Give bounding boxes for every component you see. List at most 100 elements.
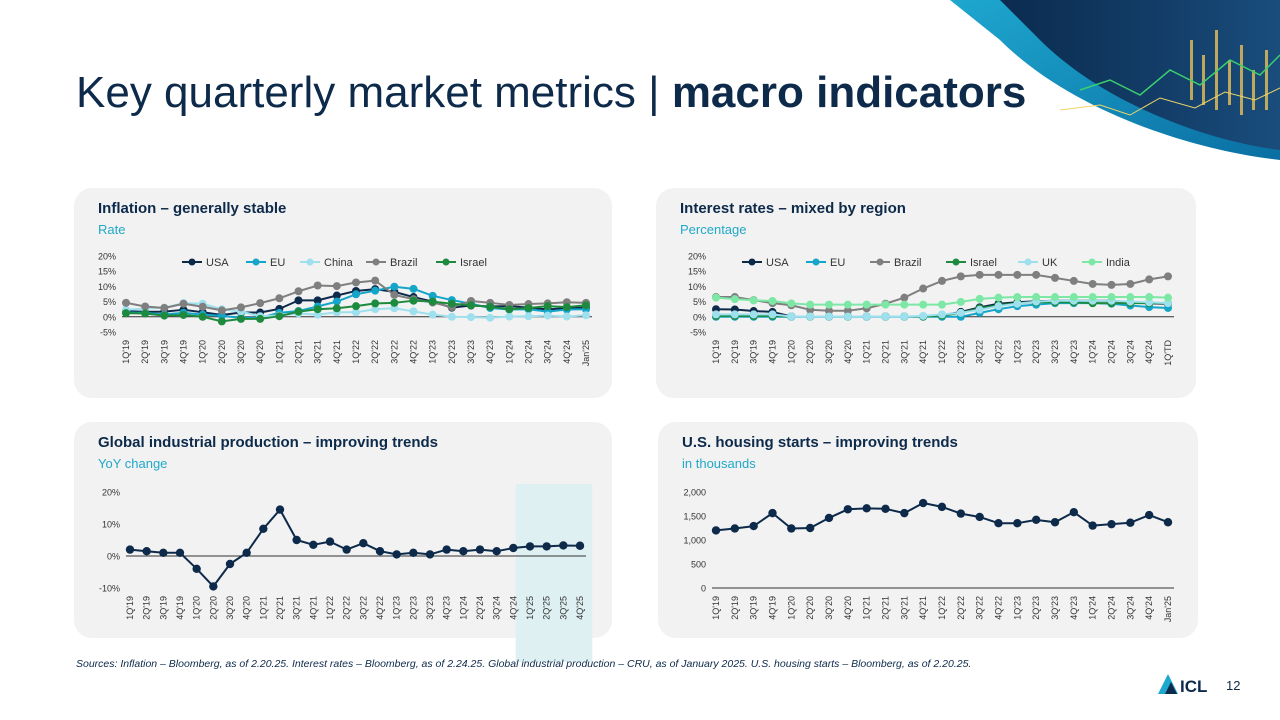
data-point — [198, 302, 207, 311]
data-point — [956, 509, 966, 518]
data-point — [352, 290, 360, 299]
data-point — [805, 523, 815, 533]
data-point — [825, 300, 833, 309]
x-tick-label: 3Q'24 — [492, 596, 502, 620]
y-tick-label: 10% — [688, 282, 706, 292]
data-point — [217, 317, 226, 326]
y-tick-label: -5% — [690, 328, 706, 338]
data-point — [787, 312, 796, 321]
data-point — [1013, 519, 1022, 528]
x-tick-label: 2Q'24 — [475, 596, 485, 620]
y-tick-label: 2,000 — [683, 488, 706, 498]
data-point — [1164, 293, 1172, 302]
data-point — [768, 296, 777, 305]
x-tick-label: 3Q'21 — [899, 340, 909, 364]
y-tick-label: -5% — [100, 328, 116, 338]
x-tick-label: 3Q'19 — [749, 596, 759, 620]
x-tick-label: 4Q'24 — [1144, 596, 1154, 620]
x-tick-label: 1Q'23 — [392, 596, 402, 620]
series-brazil — [122, 276, 590, 315]
housing-starts-panel: U.S. housing starts – improving trends i… — [658, 422, 1198, 638]
x-tick-label: 2Q'23 — [408, 596, 418, 620]
x-tick-label: 3Q'20 — [824, 596, 834, 620]
data-point — [582, 311, 590, 320]
x-tick-label: 1Q'22 — [937, 596, 947, 620]
housing-starts-chart: 2,000 1,500 1,000 500 0 1Q'19 2Q'19 3Q'19 4Q'19 1… — [683, 488, 1174, 622]
legend-item: Brazil — [870, 257, 922, 269]
legend-item: EU — [246, 257, 285, 269]
icl-logo: ICL — [1158, 674, 1207, 696]
legend-label: UK — [1042, 257, 1058, 269]
corner-decoration — [950, 0, 1280, 160]
data-point — [467, 301, 475, 310]
x-tick-label: 2Q'19 — [142, 596, 152, 620]
data-point — [862, 300, 871, 309]
x-tick-label: 2Q'22 — [956, 596, 966, 620]
data-point — [919, 300, 928, 309]
data-point — [918, 498, 928, 508]
data-point — [824, 513, 834, 523]
x-tick-label: 4Q'20 — [843, 596, 853, 620]
data-point — [237, 303, 245, 312]
data-point — [825, 312, 833, 321]
x-tick-label: 3Q'21 — [292, 596, 302, 620]
x-tick-label: Jan'25 — [581, 340, 591, 366]
data-point — [352, 278, 360, 287]
interest-rates-title: Interest rates – mixed by region — [680, 200, 906, 217]
data-point — [1126, 518, 1135, 527]
legend-label: Brazil — [894, 257, 922, 269]
housing-starts-subtitle: in thousands — [682, 456, 756, 471]
x-tick-label: 4Q'22 — [994, 596, 1004, 620]
x-tick-label: 1Q'23 — [1012, 596, 1022, 620]
x-tick-label: 1Q'19 — [711, 340, 721, 364]
x-tick-label: 2Q'20 — [208, 596, 218, 620]
x-tick-label: 3Q'19 — [749, 340, 759, 364]
legend-label: Brazil — [390, 257, 418, 269]
legend-item: USA — [742, 257, 789, 269]
inflation-chart: 20% 15% 10% 5% 0% -5% 1Q'19 2Q'19 3Q'19 4Q'19 1Q'2… — [98, 252, 592, 366]
x-tick-label: 3Q'22 — [389, 340, 399, 364]
data-point — [956, 297, 965, 306]
data-point — [575, 541, 585, 550]
data-point — [994, 519, 1003, 528]
data-point — [1051, 293, 1059, 302]
industrial-production-subtitle: YoY change — [98, 456, 168, 471]
data-point — [371, 276, 380, 285]
x-tick-label: Jan'25 — [1163, 596, 1173, 622]
data-point — [806, 312, 815, 321]
data-point — [1144, 510, 1154, 520]
x-tick-label: 1Q'22 — [937, 340, 947, 364]
y-tick-label: 500 — [691, 560, 706, 570]
y-tick-label: 0% — [107, 552, 120, 562]
y-tick-label: 1,500 — [683, 512, 706, 522]
legend-item: Brazil — [366, 257, 418, 269]
legend-label: USA — [206, 257, 229, 269]
interest-rates-panel: Interest rates – mixed by region Percent… — [656, 188, 1196, 398]
data-point — [325, 537, 335, 546]
data-point — [919, 311, 928, 320]
x-tick-label: 1Q'22 — [325, 596, 335, 620]
legend-item: USA — [182, 257, 229, 269]
data-point — [342, 545, 351, 554]
x-tick-label: 4Q'24 — [1144, 340, 1154, 364]
x-tick-label: 3Q'20 — [225, 596, 235, 620]
x-tick-label: 4Q'22 — [994, 340, 1004, 364]
x-tick-label: 1Q'21 — [862, 340, 872, 364]
data-point — [843, 312, 852, 321]
data-point — [843, 505, 853, 514]
x-tick-label: 4Q'23 — [485, 340, 495, 364]
data-point — [390, 298, 399, 307]
data-point — [505, 305, 514, 314]
x-tick-label: 2Q'19 — [730, 340, 740, 364]
interest-rates-subtitle: Percentage — [680, 222, 747, 237]
data-point — [938, 300, 946, 309]
x-tick-label: 3Q'19 — [159, 340, 169, 364]
data-point — [1013, 270, 1022, 279]
data-point — [442, 545, 451, 554]
legend-item: UK — [1018, 257, 1058, 269]
forecast-highlight — [515, 484, 593, 662]
x-tick-label: 2Q'20 — [805, 596, 815, 620]
legend-swatch-dot — [876, 258, 884, 266]
data-point — [256, 314, 265, 323]
data-point — [375, 547, 385, 556]
